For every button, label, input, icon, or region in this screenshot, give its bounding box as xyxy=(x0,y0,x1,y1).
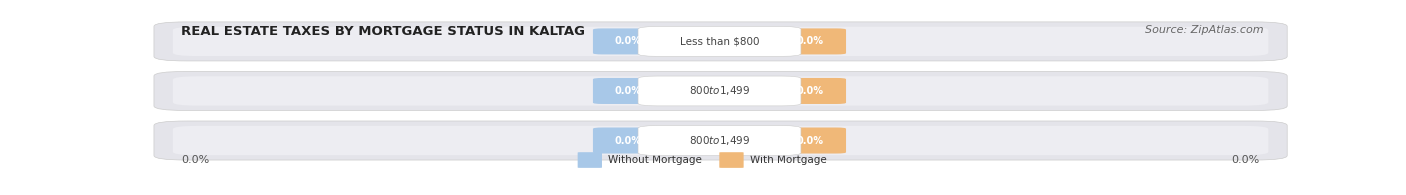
Text: Source: ZipAtlas.com: Source: ZipAtlas.com xyxy=(1144,25,1263,35)
FancyBboxPatch shape xyxy=(775,78,846,104)
Text: 0.0%: 0.0% xyxy=(614,136,643,145)
Text: $800 to $1,499: $800 to $1,499 xyxy=(689,134,749,147)
Text: 0.0%: 0.0% xyxy=(614,86,643,96)
Text: With Mortgage: With Mortgage xyxy=(749,155,827,165)
FancyBboxPatch shape xyxy=(720,152,744,168)
FancyBboxPatch shape xyxy=(638,76,801,106)
FancyBboxPatch shape xyxy=(155,121,1288,160)
FancyBboxPatch shape xyxy=(638,126,801,155)
FancyBboxPatch shape xyxy=(775,128,846,153)
Text: 0.0%: 0.0% xyxy=(797,136,824,145)
FancyBboxPatch shape xyxy=(173,76,1268,106)
FancyBboxPatch shape xyxy=(593,128,664,153)
FancyBboxPatch shape xyxy=(638,27,801,56)
Text: $800 to $1,499: $800 to $1,499 xyxy=(689,84,749,98)
Text: Without Mortgage: Without Mortgage xyxy=(609,155,702,165)
FancyBboxPatch shape xyxy=(155,71,1288,111)
Text: 0.0%: 0.0% xyxy=(181,155,209,165)
FancyBboxPatch shape xyxy=(775,28,846,54)
FancyBboxPatch shape xyxy=(173,27,1268,56)
FancyBboxPatch shape xyxy=(593,28,664,54)
Text: 0.0%: 0.0% xyxy=(1232,155,1260,165)
Text: 0.0%: 0.0% xyxy=(797,86,824,96)
Text: 0.0%: 0.0% xyxy=(614,36,643,46)
Text: 0.0%: 0.0% xyxy=(797,36,824,46)
Text: Less than $800: Less than $800 xyxy=(679,36,759,46)
FancyBboxPatch shape xyxy=(173,126,1268,155)
FancyBboxPatch shape xyxy=(578,152,602,168)
FancyBboxPatch shape xyxy=(593,78,664,104)
Text: REAL ESTATE TAXES BY MORTGAGE STATUS IN KALTAG: REAL ESTATE TAXES BY MORTGAGE STATUS IN … xyxy=(181,25,585,38)
FancyBboxPatch shape xyxy=(155,22,1288,61)
